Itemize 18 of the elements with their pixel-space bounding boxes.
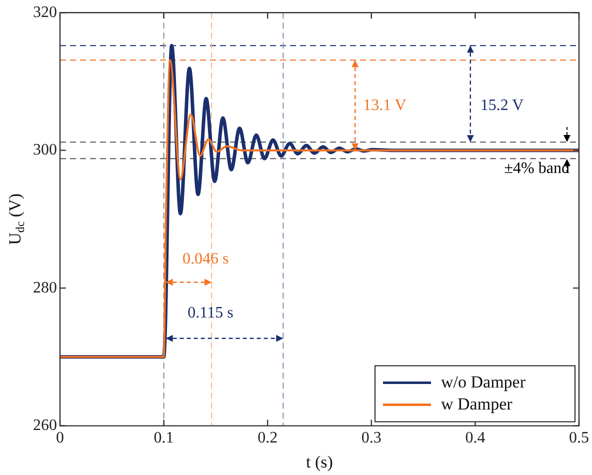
y-tick-label: 300	[33, 142, 57, 159]
annotation: 0.046 s	[182, 250, 229, 268]
annotation: 0.115 s	[188, 304, 234, 322]
annotation: 15.2 V	[480, 96, 524, 114]
x-tick-label: 0.1	[154, 430, 174, 447]
x-tick-label: 0.5	[569, 430, 589, 447]
y-tick-label: 260	[33, 417, 57, 434]
x-tick-label: 0	[56, 430, 64, 447]
legend-label: w Damper	[441, 394, 513, 414]
x-tick-label: 0.2	[258, 430, 278, 447]
y-axis-title: Udc (V)	[5, 194, 28, 245]
x-tick-label: 0.3	[361, 430, 382, 447]
y-tick-label: 320	[33, 4, 57, 21]
annotation: 13.1 V	[363, 96, 407, 114]
y-tick-label: 280	[33, 279, 57, 296]
legend-label: w/o Damper	[441, 372, 526, 392]
x-tick-label: 0.4	[465, 430, 486, 447]
x-axis-title: t (s)	[306, 452, 333, 472]
